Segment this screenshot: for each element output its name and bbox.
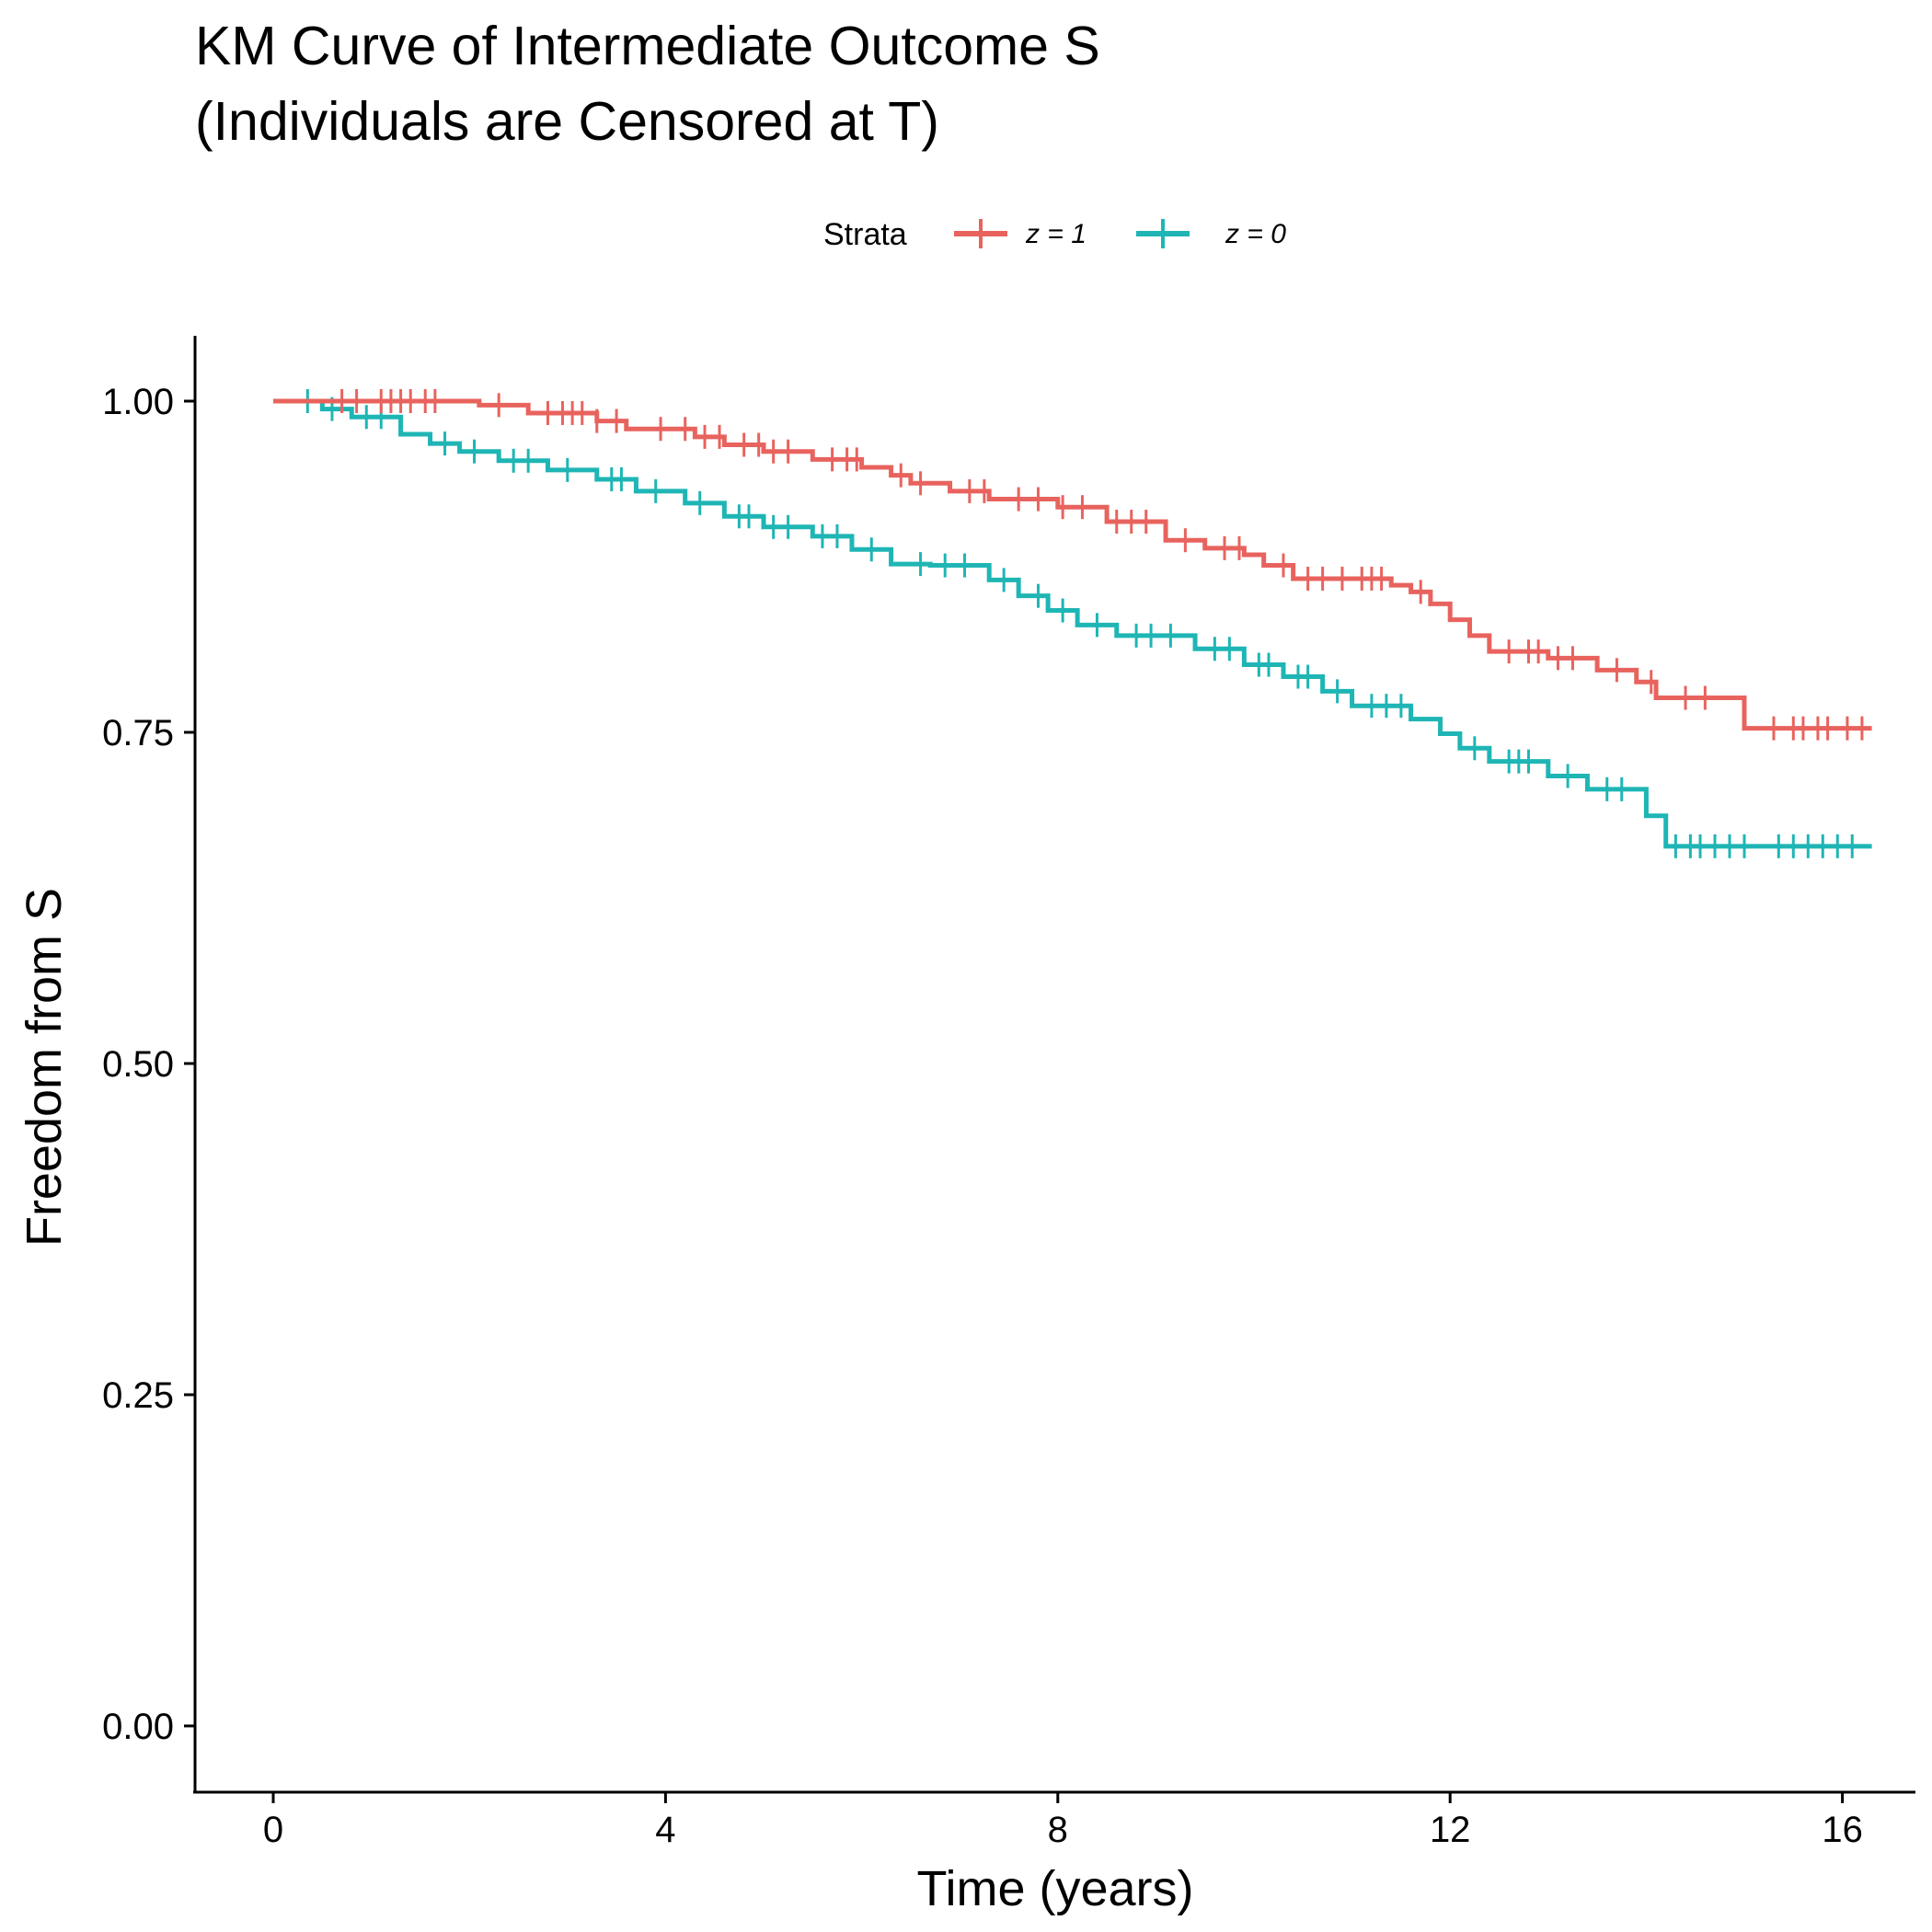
y-tick-label: 1.00	[102, 382, 174, 422]
y-tick-label: 0.00	[102, 1707, 174, 1747]
x-tick-label: 16	[1822, 1810, 1863, 1850]
y-tick-label: 0.75	[102, 713, 174, 753]
y-axis-title: Freedom from S	[17, 888, 72, 1247]
x-tick-label: 8	[1048, 1810, 1068, 1850]
legend-title: Strata	[823, 217, 907, 252]
y-axis-ticks: 0.00 0.25 0.50 0.75 1.00	[102, 382, 195, 1747]
x-tick-label: 12	[1430, 1810, 1471, 1850]
plot-area	[273, 389, 1872, 858]
km-curve-z1	[273, 398, 1872, 731]
chart-title-line-1: KM Curve of Intermediate Outcome S	[195, 16, 1100, 76]
legend-label-z1: z = 1	[1025, 219, 1087, 249]
chart-title-line-2: (Individuals are Censored at T)	[195, 91, 939, 152]
x-axis-ticks: 0 4 8 12 16	[263, 1792, 1863, 1850]
y-tick-label: 0.25	[102, 1375, 174, 1416]
x-axis-title: Time (years)	[916, 1861, 1193, 1916]
legend-label-z0: z = 0	[1225, 219, 1286, 249]
x-tick-label: 0	[263, 1810, 283, 1850]
legend: Strata z = 1 z = 0	[823, 217, 1286, 252]
y-tick-label: 0.50	[102, 1044, 174, 1085]
x-tick-label: 4	[655, 1810, 675, 1850]
